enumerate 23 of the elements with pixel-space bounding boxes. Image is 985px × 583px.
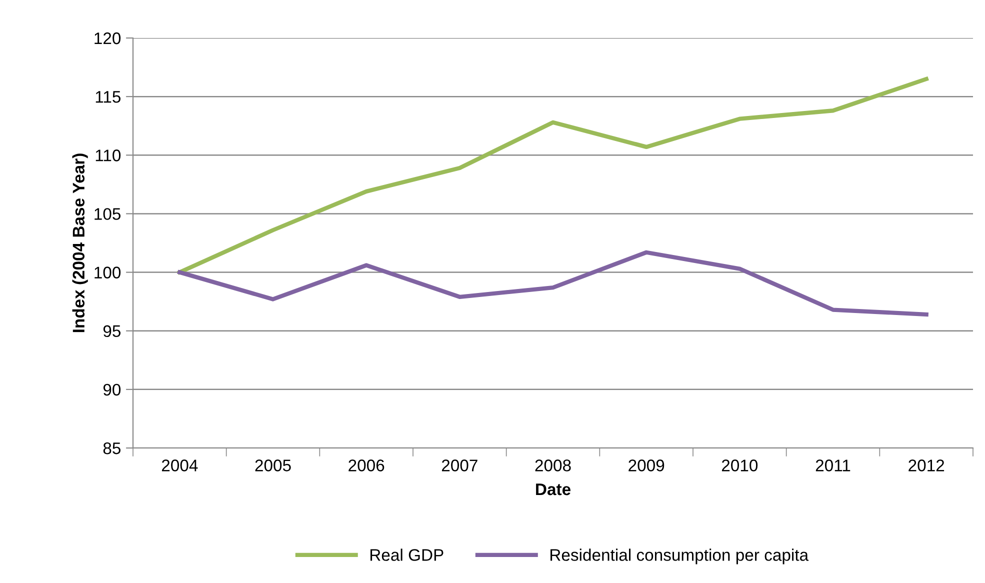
y-tick-label: 105 xyxy=(94,208,120,220)
legend-label: Real GDP xyxy=(370,548,444,561)
legend-label: Residential consumption per capita xyxy=(550,548,809,564)
y-tick-label: 90 xyxy=(103,384,121,396)
y-tick-label: 110 xyxy=(96,150,121,162)
line-series xyxy=(178,76,928,274)
x-tick-label: 2007 xyxy=(442,460,478,472)
x-tick-label: 2005 xyxy=(255,460,291,472)
y-tick-label: 120 xyxy=(94,32,121,44)
y-tick-label: 95 xyxy=(103,325,120,338)
x-tick-label: 2006 xyxy=(348,460,384,472)
x-tick-label: 2009 xyxy=(628,460,664,472)
y-tick-label: 100 xyxy=(94,266,121,278)
x-tick-label: 2012 xyxy=(908,460,944,472)
y-tick-label: 85 xyxy=(103,442,120,454)
x-tick-label: 2011 xyxy=(816,460,850,472)
x-axis-title: Date xyxy=(536,484,570,496)
line-series xyxy=(178,250,928,317)
y-tick-label: 115 xyxy=(96,91,120,103)
x-tick-label: 2004 xyxy=(162,460,198,472)
x-tick-label: 2010 xyxy=(722,460,758,472)
x-tick-label: 2008 xyxy=(535,460,571,472)
y-axis-title: Index (2004 Base Year) xyxy=(72,154,88,332)
